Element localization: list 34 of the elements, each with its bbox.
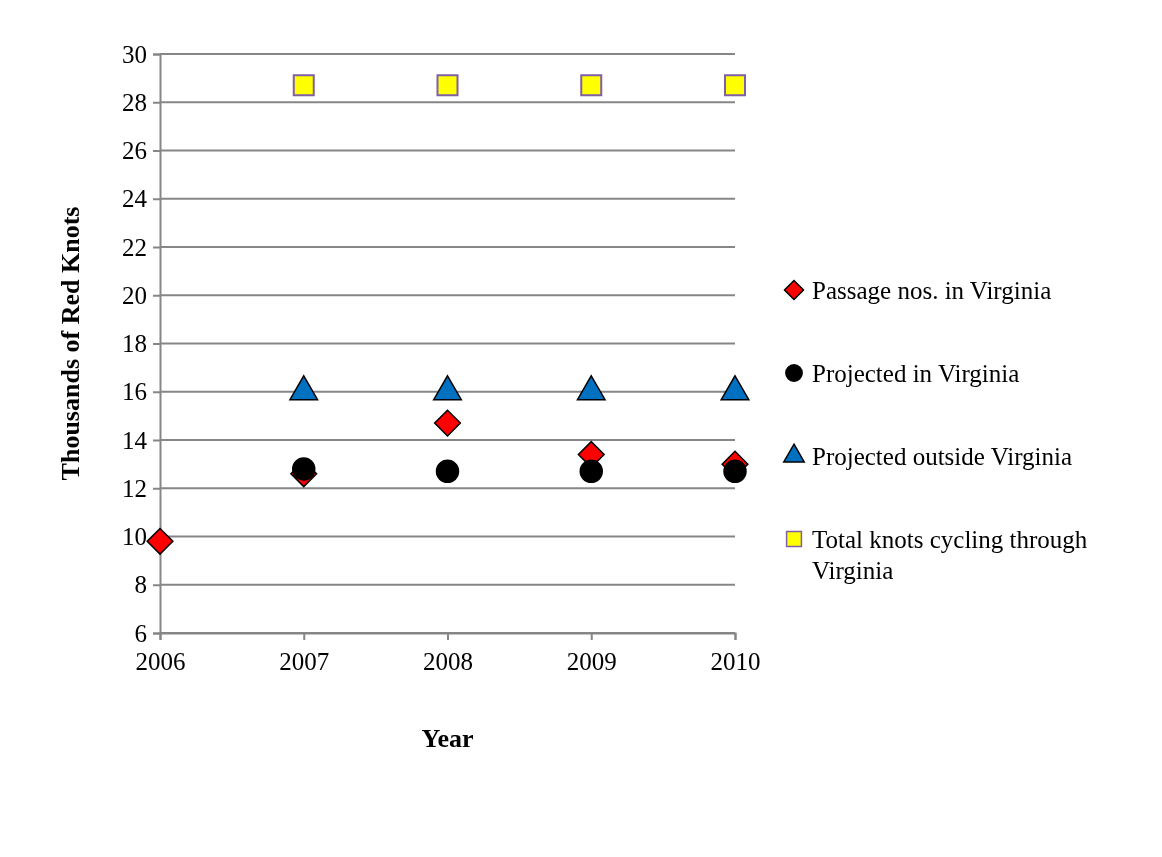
point <box>580 74 603 97</box>
y-tick-label: 16 <box>122 378 147 406</box>
point <box>579 459 603 484</box>
y-tick-label: 30 <box>122 40 147 68</box>
point <box>435 459 460 484</box>
point <box>723 459 747 484</box>
y-tick-label: 6 <box>134 619 147 647</box>
x-tick-label: 2006 <box>135 647 186 675</box>
point <box>436 74 459 97</box>
y-tick-label: 18 <box>122 330 147 357</box>
y-tick-label: 26 <box>122 137 147 164</box>
x-tick-label: 2008 <box>423 647 473 675</box>
y-tick-label: 10 <box>122 523 147 550</box>
y-tick-label: 28 <box>122 88 147 116</box>
legend-label: Total knots cycling through Virginia <box>812 526 1088 584</box>
y-tick-label: 22 <box>122 233 147 261</box>
point <box>292 457 316 481</box>
point <box>433 409 462 437</box>
x-tick-label: 2009 <box>566 647 617 675</box>
legend-label: Projected in Virginia <box>812 360 1020 387</box>
point <box>146 527 174 555</box>
point <box>292 74 315 97</box>
y-tick-label: 8 <box>134 571 147 599</box>
x-axis-title: Year <box>421 724 474 753</box>
y-axis-title: Thousands of Red Knots <box>56 206 85 481</box>
y-tick-label: 24 <box>122 185 148 213</box>
y-tick-label: 12 <box>122 474 147 502</box>
y-tick-label: 20 <box>122 281 147 309</box>
x-tick-label: 2010 <box>710 647 761 675</box>
y-tick-label: 14 <box>122 426 148 454</box>
x-tick-label: 2007 <box>279 647 330 675</box>
legend-label: Projected outside Virginia <box>812 443 1073 470</box>
legend-label: Passage nos. in Virginia <box>812 277 1052 304</box>
point <box>724 74 746 97</box>
